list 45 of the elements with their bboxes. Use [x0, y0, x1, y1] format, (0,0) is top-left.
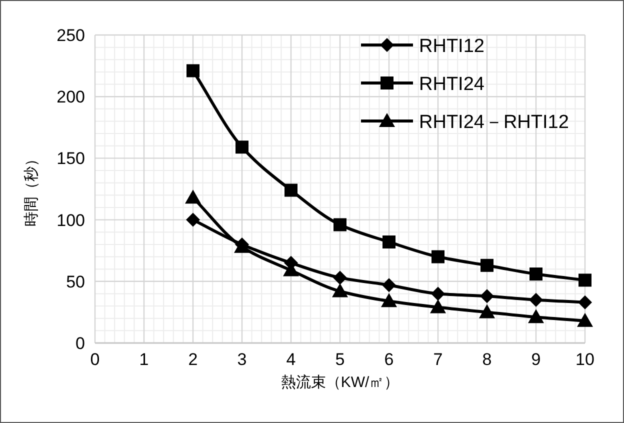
point	[480, 289, 494, 304]
y-tick-label: 50	[66, 272, 85, 292]
point	[430, 299, 446, 314]
x-axis-title: 熱流束（KW/㎡）	[280, 374, 400, 391]
x-tick-label: 6	[384, 350, 394, 369]
point	[578, 295, 592, 310]
point	[480, 258, 494, 272]
x-tick-label: 5	[335, 350, 345, 369]
point	[382, 235, 396, 248]
point	[529, 292, 543, 307]
y-tick-label: 200	[56, 88, 85, 107]
point	[333, 270, 347, 285]
x-tick-label: 7	[433, 350, 443, 369]
x-tick-label: 1	[139, 350, 149, 369]
point	[186, 64, 200, 78]
legend-label: RHTI12	[419, 36, 484, 57]
x-tick-label: 0	[90, 350, 100, 369]
point	[578, 274, 592, 287]
point	[284, 184, 298, 197]
point	[186, 212, 200, 227]
point	[236, 140, 248, 154]
point	[431, 286, 445, 301]
y-axis-title: 時間（秒）	[23, 152, 40, 226]
point	[528, 309, 544, 324]
point	[332, 283, 348, 298]
y-tick-label: 100	[56, 210, 85, 230]
y-tick-label: 150	[56, 149, 85, 168]
point	[381, 293, 397, 308]
y-tick-label: 0	[76, 334, 85, 353]
x-tick-label: 2	[188, 350, 198, 369]
point	[185, 190, 201, 204]
x-tick-label: 4	[286, 350, 296, 369]
legend-label: RHTI24	[419, 74, 485, 95]
legend-label: RHTI24－RHTI12	[419, 112, 569, 133]
x-tick-label: 8	[482, 350, 492, 369]
point	[530, 268, 542, 281]
point	[334, 218, 346, 232]
x-tick-label: 10	[576, 350, 594, 369]
x-tick-label: 3	[237, 350, 247, 369]
point	[432, 250, 444, 264]
point	[577, 312, 593, 327]
x-tick-label: 9	[531, 350, 541, 369]
point	[382, 278, 396, 292]
point	[479, 304, 495, 318]
y-tick-label: 250	[56, 26, 85, 45]
